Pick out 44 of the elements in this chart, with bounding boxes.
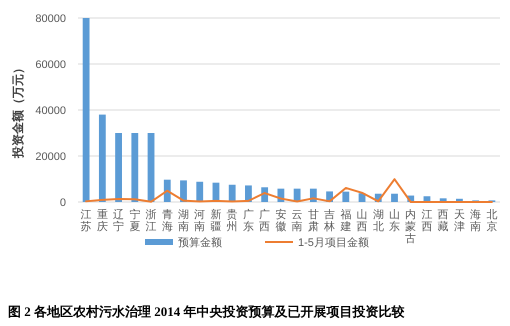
bar — [180, 180, 187, 202]
x-tick-label: 湖北 — [372, 209, 384, 233]
x-tick-label: 山西 — [356, 208, 368, 233]
y-tick-label: 60000 — [35, 59, 66, 71]
bar — [391, 194, 398, 202]
x-tick-label: 河南 — [194, 209, 206, 233]
bar — [98, 114, 106, 202]
x-tick-label: 广西 — [259, 208, 270, 233]
x-tick-label: 青海 — [162, 208, 173, 233]
x-tick-label: 安徽 — [275, 208, 286, 233]
x-tick-label: 江苏 — [80, 209, 92, 233]
text: 图 2 各地区农村污水治理 2014 年中央投资预算及已开展项目投资比较 — [8, 304, 406, 319]
x-tick-label: 江西 — [421, 209, 432, 233]
x-tick-label: 内蒙古 — [405, 208, 416, 245]
bar — [131, 133, 138, 202]
x-tick-label: 浙江 — [146, 208, 157, 233]
x-tick-label: 广东 — [242, 208, 254, 233]
x-tick-label: 甘肃 — [308, 208, 319, 233]
y-tick-label: 40000 — [35, 105, 66, 117]
x-tick-label: 海南 — [470, 209, 482, 233]
x-tick-label: 北京 — [486, 208, 498, 233]
bar — [82, 18, 90, 202]
y-tick-label: 20000 — [35, 151, 66, 163]
legend-label: 预算金额 — [178, 236, 222, 249]
line-series — [85, 178, 493, 203]
y-tick-label: 80000 — [35, 13, 66, 25]
x-tick-label: 贵州 — [226, 208, 238, 233]
x-tick-label: 福建 — [339, 208, 352, 233]
x-tick-label: 湖南 — [178, 209, 189, 233]
x-tick-label: 辽宁 — [113, 209, 124, 233]
x-tick-label: 西藏 — [438, 209, 449, 233]
bar — [342, 192, 350, 202]
bar — [148, 133, 154, 202]
x-tick-label: 新疆 — [210, 208, 222, 233]
legend-label: 1-5月项目金额 — [298, 236, 369, 249]
x-tick-label: 重庆 — [96, 208, 108, 233]
x-tick-label: 吉林 — [323, 208, 336, 233]
x-tick-label: 天津 — [454, 209, 465, 233]
x-tick-label: 山东 — [389, 208, 400, 233]
x-tick-label: 云南 — [292, 209, 303, 233]
y-tick-label: 0 — [60, 197, 66, 209]
bar — [115, 133, 122, 202]
y-axis-title: 投资金额（万元） — [11, 62, 25, 159]
x-tick-label: 宁夏 — [129, 208, 140, 233]
